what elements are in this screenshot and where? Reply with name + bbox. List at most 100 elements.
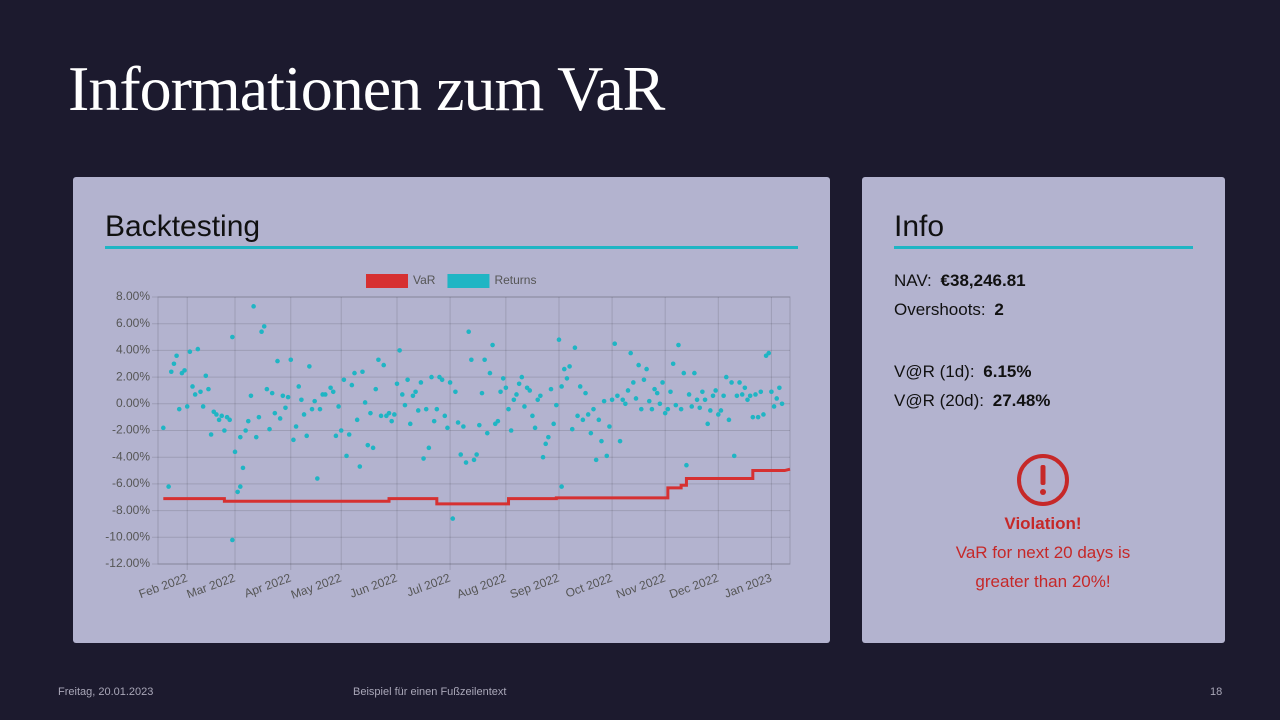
return-point	[206, 386, 211, 392]
return-point	[275, 358, 280, 364]
x-tick-label: Jul 2022	[405, 571, 453, 600]
return-point	[466, 329, 471, 335]
return-point	[394, 381, 400, 387]
legend-label: VaR	[413, 273, 436, 287]
return-point	[503, 385, 509, 391]
return-point	[429, 374, 434, 380]
return-point	[479, 390, 485, 396]
return-point	[729, 380, 734, 385]
return-point	[238, 484, 243, 489]
return-point	[500, 376, 506, 381]
return-point	[288, 357, 294, 363]
return-point	[617, 438, 623, 444]
info-label: NAV:	[894, 271, 932, 290]
return-point	[184, 404, 190, 409]
legend-swatch	[366, 274, 408, 288]
return-point	[431, 418, 437, 424]
return-point	[684, 462, 689, 468]
return-point	[405, 377, 410, 383]
return-point	[195, 346, 201, 352]
return-point	[400, 392, 405, 397]
return-point	[583, 390, 588, 396]
x-tick-label: Apr 2022	[242, 571, 293, 601]
return-point	[575, 413, 580, 419]
return-point	[641, 377, 647, 383]
card-heading: Backtesting	[105, 210, 261, 243]
var-line	[163, 467, 791, 506]
return-point	[219, 413, 225, 419]
info-row: Overshoots: 2	[894, 300, 1004, 320]
return-point	[307, 364, 312, 369]
return-point	[187, 349, 193, 355]
return-point	[458, 452, 464, 457]
return-point	[490, 342, 495, 348]
info-label: V@R (20d):	[894, 391, 985, 410]
return-point	[461, 424, 466, 429]
return-point	[439, 377, 445, 383]
return-point	[540, 454, 546, 460]
heading-rule	[894, 246, 1193, 249]
return-point	[423, 406, 429, 412]
return-point	[726, 417, 732, 423]
x-tick-label: Oct 2022	[564, 571, 615, 601]
return-point	[216, 417, 222, 423]
return-point	[564, 376, 570, 381]
return-point	[538, 393, 543, 399]
return-point	[646, 398, 652, 404]
return-point	[248, 393, 254, 399]
return-point	[293, 424, 299, 429]
return-point	[161, 425, 166, 431]
return-point	[245, 418, 251, 424]
return-point	[301, 412, 307, 417]
return-point	[346, 432, 352, 437]
return-point	[779, 401, 785, 407]
return-point	[593, 457, 599, 463]
return-point	[283, 405, 288, 411]
return-point	[652, 386, 657, 392]
return-point	[328, 385, 333, 391]
return-point	[495, 418, 501, 424]
return-point	[713, 388, 718, 393]
return-point	[344, 453, 349, 459]
return-point	[368, 410, 373, 416]
return-point	[551, 421, 556, 427]
info-label: Overshoots:	[894, 300, 986, 319]
warning-icon	[1017, 454, 1069, 506]
return-point	[612, 341, 618, 347]
return-point	[498, 389, 503, 395]
return-point	[299, 397, 304, 403]
return-point	[670, 361, 676, 367]
return-point	[322, 392, 328, 397]
return-point	[577, 384, 583, 389]
return-point	[556, 337, 562, 343]
return-point	[312, 398, 317, 404]
return-point	[609, 397, 615, 403]
return-point	[487, 370, 493, 376]
return-point	[285, 394, 291, 400]
return-point	[362, 400, 368, 405]
icon-bar	[1040, 465, 1046, 485]
return-point	[636, 362, 641, 368]
return-point	[445, 425, 450, 431]
icon-dot	[1040, 489, 1046, 495]
return-point	[734, 393, 740, 399]
return-point	[607, 424, 612, 429]
return-point	[386, 410, 392, 416]
return-point	[291, 437, 296, 443]
x-tick-label: Feb 2022	[137, 571, 190, 602]
return-point	[769, 389, 774, 395]
footer-date: Freitag, 20.01.2023	[58, 686, 154, 698]
return-point	[591, 406, 596, 412]
return-point	[530, 413, 535, 419]
return-point	[190, 384, 195, 389]
card-heading: Info	[894, 210, 945, 243]
return-point	[631, 380, 636, 385]
return-point	[166, 484, 171, 489]
return-point	[686, 392, 692, 397]
y-tick-label: -10.00%	[105, 529, 150, 543]
return-point	[251, 304, 256, 309]
return-point	[761, 412, 766, 417]
return-point	[554, 402, 559, 408]
return-point	[638, 406, 644, 412]
info-row: V@R (1d): 6.15%	[894, 362, 1032, 382]
